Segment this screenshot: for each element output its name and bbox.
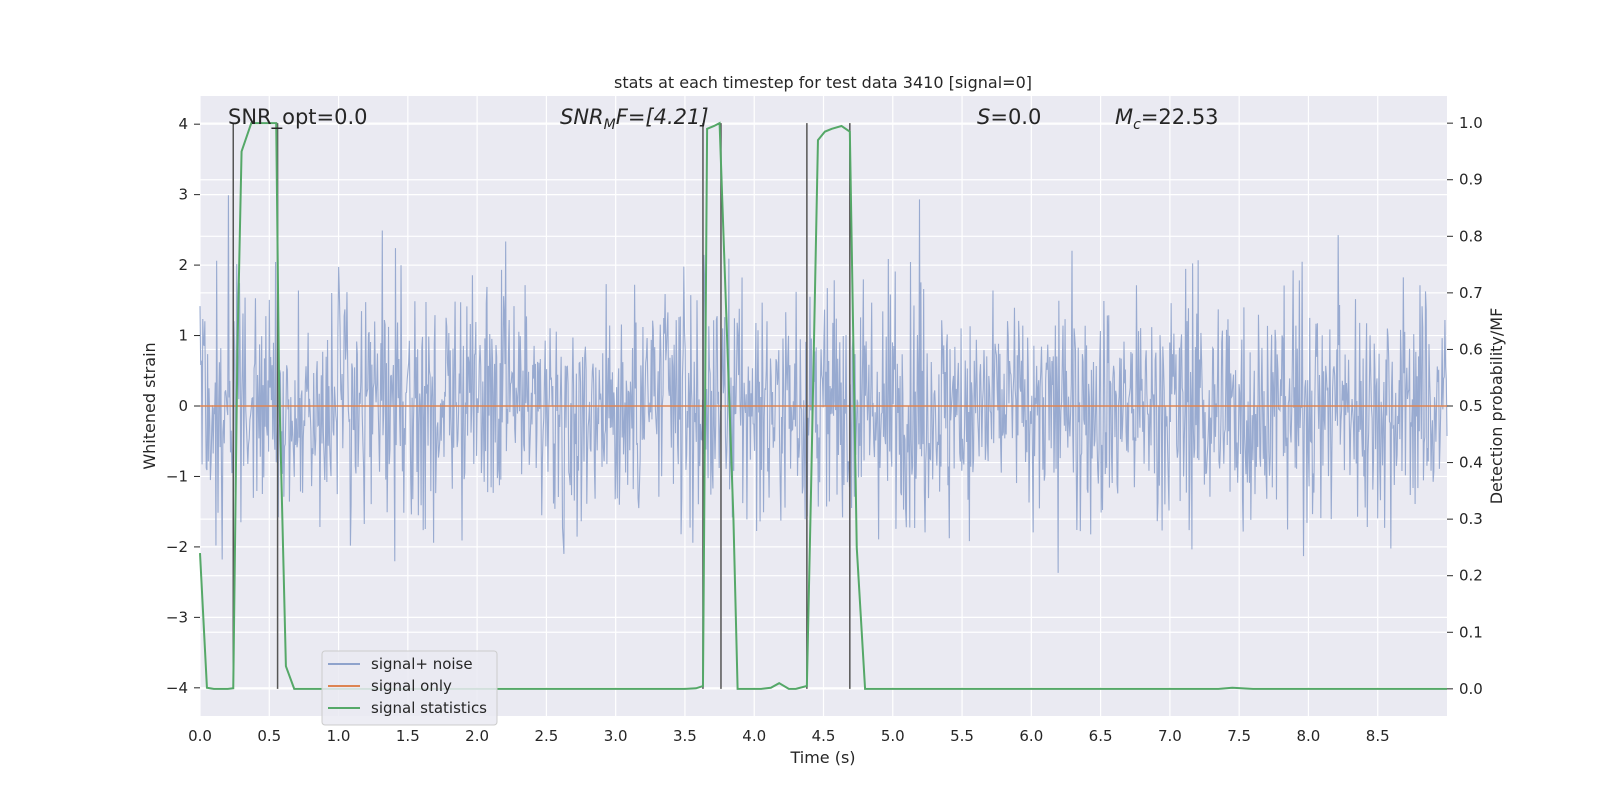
x-tick-label: 4.5 — [812, 727, 836, 745]
y-right-tick-label: 0.4 — [1459, 454, 1483, 472]
marker-lines — [232, 123, 851, 689]
x-ticks: 0.0 0.5 1.0 1.5 2.0 2.5 3.0 3.5 4.0 4.5 5.0 5.5 6.0 6… — [188, 727, 1390, 745]
y-tick-label: 3 — [178, 186, 188, 204]
chart-title: stats at each timestep for test data 341… — [614, 73, 1032, 92]
annotation-snr-opt: SNR_opt=0.0 — [228, 105, 368, 130]
legend-label-signal-noise: signal+ noise — [371, 655, 473, 673]
signal-plus-noise-series — [199, 195, 1448, 573]
x-axis-label: Time (s) — [789, 748, 855, 767]
x-tick-label: 4.0 — [742, 727, 766, 745]
x-tick-label: 2.0 — [465, 727, 489, 745]
y-right-tick-label: 0.8 — [1459, 227, 1483, 245]
y-tick-label: 0 — [178, 397, 188, 415]
x-tick-label: 3.5 — [673, 727, 697, 745]
y-right-tick-label: 0.9 — [1459, 171, 1483, 189]
x-tick-label: 6.5 — [1089, 727, 1113, 745]
y-right-tick-label: 1.0 — [1459, 114, 1483, 132]
x-tick-label: 5.0 — [881, 727, 905, 745]
annotation-mc-sub: c — [1133, 117, 1141, 133]
annotation-s-value: =0.0 — [990, 105, 1041, 129]
annotation-mc-base: M — [1115, 105, 1133, 129]
signal-noise-line — [199, 195, 1448, 573]
legend-label-signal-statistics: signal statistics — [371, 699, 487, 717]
y-right-tick-label: 0.3 — [1459, 510, 1483, 528]
x-tick-label: 0.5 — [257, 727, 281, 745]
x-tick-label: 6.0 — [1019, 727, 1043, 745]
y-tick-label: 1 — [178, 327, 188, 345]
y-ticks-right: 1.0 0.9 0.8 0.7 0.6 0.5 0.4 0.3 0.2 0.1 0.0 — [1447, 114, 1483, 698]
x-tick-label: 8.0 — [1297, 727, 1321, 745]
annotation-snr-mf: SNRMF=[4.21] — [560, 105, 709, 133]
y-tick-label: −1 — [166, 467, 188, 485]
y-right-tick-label: 0.2 — [1459, 567, 1483, 585]
annotation-snr-mf-sub: M — [604, 117, 616, 133]
x-tick-label: 0.0 — [188, 727, 212, 745]
annotation-s: S=0.0 — [977, 105, 1041, 129]
y-tick-label: −2 — [166, 538, 188, 556]
annotation-mc: Mc=22.53 — [1115, 105, 1219, 133]
y-right-tick-label: 0.7 — [1459, 284, 1483, 302]
y-right-tick-label: 0.1 — [1459, 623, 1483, 641]
signal-statistics-line — [199, 121, 1447, 690]
legend: signal+ noise signal only signal statist… — [321, 650, 498, 726]
y-right-tick-label: 0.6 — [1459, 340, 1483, 358]
x-tick-label: 7.5 — [1227, 727, 1251, 745]
y-ticks-left: 4 3 2 1 0 −1 −2 −3 −4 — [166, 115, 200, 697]
annotation-snr-mf-base: SNR — [560, 105, 604, 129]
y-axis-label-left: Whitened strain — [140, 342, 159, 469]
legend-label-signal-only: signal only — [371, 677, 452, 695]
x-tick-label: 1.0 — [327, 727, 351, 745]
x-tick-label: 5.5 — [950, 727, 974, 745]
signal-statistics-series — [199, 121, 1447, 690]
y-tick-label: 4 — [178, 115, 188, 133]
y-tick-label: −4 — [166, 679, 188, 697]
y-right-tick-label: 0.5 — [1459, 397, 1483, 415]
y-tick-label: −3 — [166, 608, 188, 626]
annotation-s-symbol: S — [977, 105, 990, 129]
x-tick-label: 3.0 — [604, 727, 628, 745]
x-tick-label: 1.5 — [396, 727, 420, 745]
y-axis-label-right: Detection probability/MF — [1487, 308, 1506, 505]
y-right-tick-label: 0.0 — [1459, 680, 1483, 698]
legend-box — [321, 650, 498, 726]
x-tick-label: 2.5 — [534, 727, 558, 745]
annotation-mc-value: =22.53 — [1141, 105, 1219, 129]
annotation-snr-mf-rest: F=[4.21] — [616, 105, 709, 129]
y-tick-label: 2 — [178, 256, 188, 274]
x-tick-label: 8.5 — [1366, 727, 1390, 745]
x-tick-label: 7.0 — [1158, 727, 1182, 745]
